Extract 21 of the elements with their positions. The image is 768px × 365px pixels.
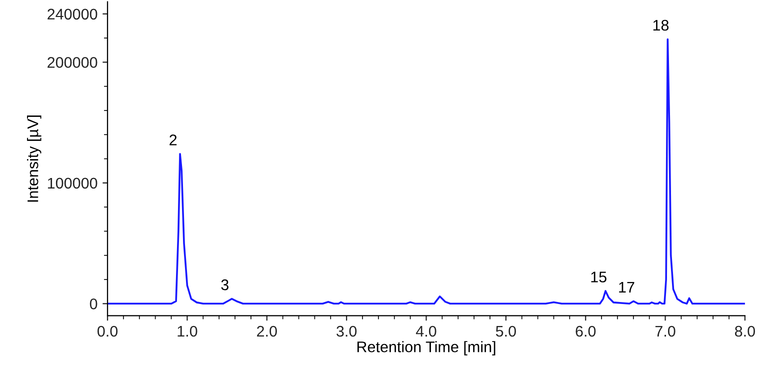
x-tick-label: 1.0 [178,326,198,337]
annotation: 15 [591,272,606,282]
annotation: 3 [221,279,228,290]
annotation: 2 [170,134,177,146]
y-tick-label: 200000 [48,57,98,68]
x-axis-title: Retention Time [min] [357,341,496,356]
y-axis-title: Intensity [µV] [27,116,42,202]
line-series [108,38,745,305]
x-tick-label: 7.0 [655,326,676,337]
x-tick-label: 2.0 [257,326,277,337]
annotation: 17 [619,282,634,293]
x-tick-label: 5.0 [496,326,516,337]
x-tick-label: 3.0 [336,326,357,337]
x-tick-label: 4.0 [416,326,436,337]
y-tick-label: 240000 [48,8,98,20]
y-tick-label: 0 [90,298,98,310]
x-tick-label: 8.0 [735,326,755,337]
annotation: 18 [653,20,669,31]
x-tick-label: 6.0 [576,326,596,337]
y-tick-label: 100000 [48,178,98,189]
x-tick-label: 0.0 [98,326,118,337]
